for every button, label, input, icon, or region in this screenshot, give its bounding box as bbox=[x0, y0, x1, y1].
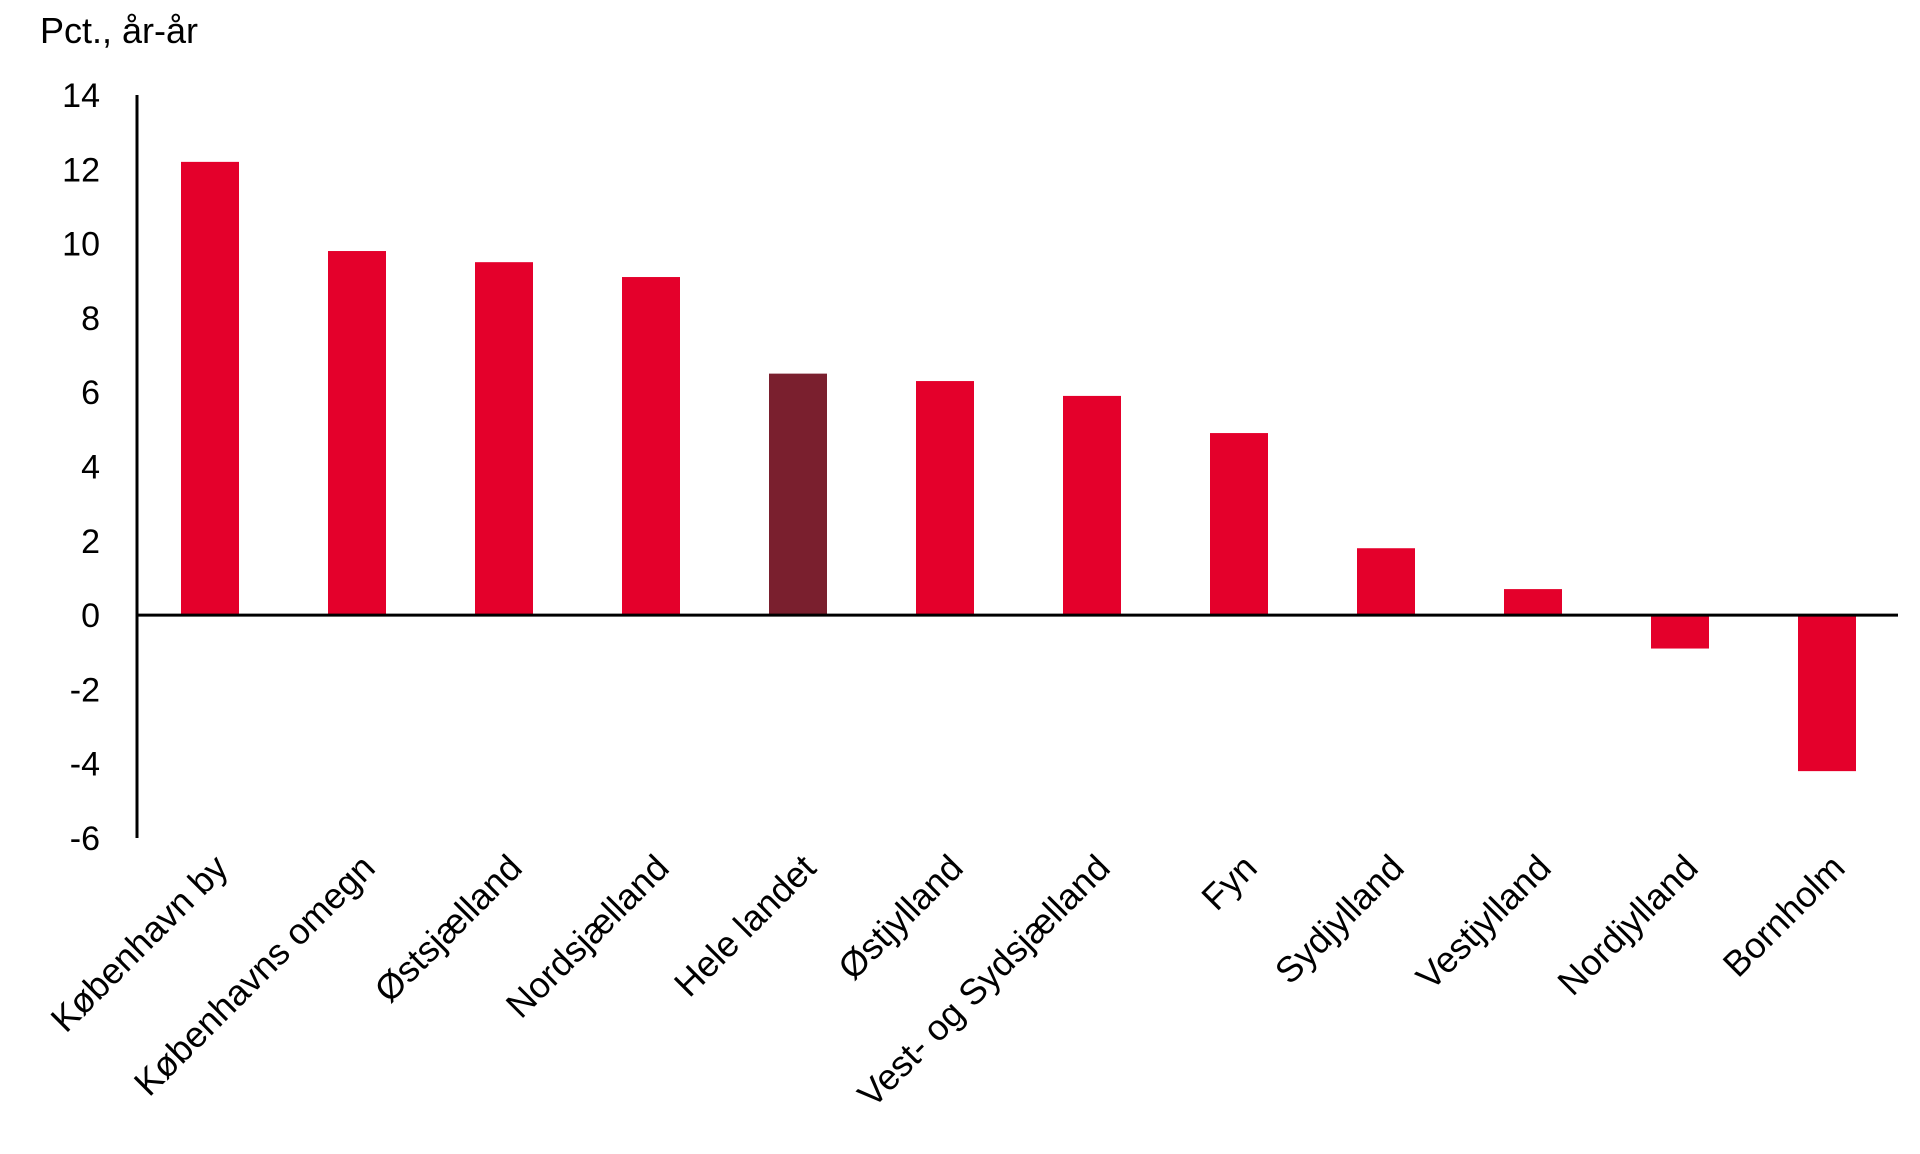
x-category-label: Vestjylland bbox=[1408, 847, 1559, 998]
x-category-label: Københavns omegn bbox=[126, 847, 383, 1104]
x-category-label: Nordjylland bbox=[1549, 847, 1705, 1003]
bar-fyn bbox=[1210, 433, 1268, 616]
x-category-label: Østjylland bbox=[830, 847, 971, 988]
x-category-label: Hele landet bbox=[666, 847, 824, 1005]
y-tick-label: 12 bbox=[62, 151, 100, 189]
x-category-label: Østsjælland bbox=[366, 847, 529, 1010]
y-tick-label: -2 bbox=[70, 671, 100, 709]
x-category-label: Fyn bbox=[1193, 847, 1264, 918]
bar-østjylland bbox=[916, 381, 974, 616]
y-tick-label: 10 bbox=[62, 226, 100, 264]
axes-layer bbox=[135, 95, 1898, 838]
y-tick-label: -4 bbox=[70, 746, 100, 784]
bar-bornholm bbox=[1798, 615, 1856, 772]
x-category-label: Vest- og Sydsjælland bbox=[850, 847, 1118, 1115]
bar-sydjylland bbox=[1357, 548, 1415, 616]
bar-nordsjælland bbox=[622, 277, 680, 616]
bar-vestjylland bbox=[1504, 589, 1562, 616]
y-tick-label: -6 bbox=[70, 820, 100, 858]
y-tick-label: 6 bbox=[81, 374, 100, 412]
y-axis-title: Pct., år-år bbox=[40, 10, 199, 51]
bar-hele-landet bbox=[769, 373, 827, 616]
x-category-label: Sydjylland bbox=[1267, 847, 1412, 992]
bar-vest-og-sydsjælland bbox=[1063, 395, 1121, 616]
bar-københavn-by bbox=[181, 161, 239, 616]
bars-layer bbox=[181, 161, 1856, 772]
y-tick-label: 2 bbox=[81, 523, 100, 561]
y-tick-labels: 14 12 10 8 6 4 2 0 -2 -4 -6 bbox=[62, 77, 100, 858]
x-category-label: Bornholm bbox=[1715, 847, 1853, 985]
y-tick-label: 14 bbox=[62, 77, 100, 115]
y-tick-label: 0 bbox=[81, 597, 100, 635]
y-tick-label: 4 bbox=[81, 449, 100, 487]
bar-nordjylland bbox=[1651, 615, 1709, 649]
y-tick-label: 8 bbox=[81, 300, 100, 338]
bar-københavns-omegn bbox=[328, 251, 386, 616]
bar-østsjælland bbox=[475, 262, 533, 616]
